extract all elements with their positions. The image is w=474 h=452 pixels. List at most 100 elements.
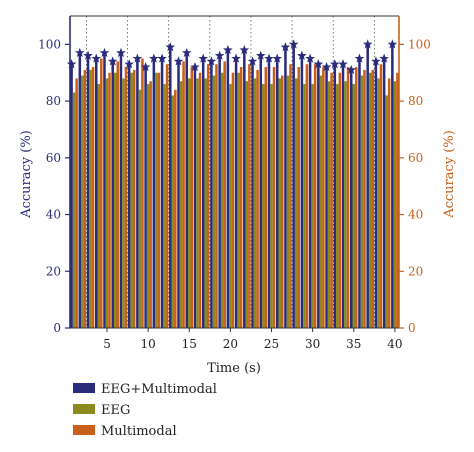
bar <box>366 44 369 328</box>
bar <box>237 72 240 329</box>
bar <box>311 84 314 328</box>
bar <box>124 67 128 329</box>
bar <box>294 78 298 329</box>
bar <box>262 84 265 328</box>
bar <box>95 58 98 328</box>
star-marker <box>280 42 291 52</box>
bar <box>382 58 386 328</box>
bar <box>344 81 347 329</box>
bar <box>229 84 232 328</box>
y-tick-label-right: 100 <box>408 37 431 51</box>
bar <box>89 69 92 329</box>
bar <box>132 69 136 329</box>
bar <box>108 72 111 329</box>
bar <box>210 61 213 329</box>
bar <box>284 47 287 328</box>
dotted-gridlines <box>86 16 375 328</box>
bar <box>78 52 82 328</box>
bar <box>374 61 378 329</box>
bar <box>160 58 164 328</box>
bar <box>391 44 394 328</box>
star-marker <box>107 56 118 66</box>
legend-swatch-eeg <box>73 404 95 414</box>
bar <box>231 72 235 329</box>
bar <box>149 81 152 329</box>
star-marker <box>272 53 283 63</box>
bar <box>363 69 366 329</box>
bar <box>157 72 161 329</box>
bar <box>113 72 117 329</box>
bar <box>358 58 361 328</box>
bar <box>169 47 172 328</box>
y-tick-label-right: 20 <box>408 264 423 278</box>
star-marker <box>206 56 217 66</box>
star-marker <box>173 56 184 66</box>
bar <box>251 61 254 329</box>
bar <box>201 58 205 328</box>
bar <box>165 64 169 328</box>
star-marker <box>329 59 340 69</box>
bar <box>256 69 259 329</box>
bar <box>289 64 292 328</box>
bar <box>368 72 372 329</box>
y-tick-label-left: 40 <box>46 208 61 222</box>
star-marker <box>116 47 126 57</box>
bar <box>91 67 95 329</box>
star-marker <box>214 50 225 60</box>
bar <box>264 67 268 329</box>
bar <box>83 69 87 329</box>
bar <box>325 67 328 329</box>
legend-label-multimodal: Multimodal <box>101 424 177 439</box>
y-tick-label-left: 20 <box>46 264 61 278</box>
bar <box>86 55 90 328</box>
x-tick-label: 40 <box>387 337 402 351</box>
bar <box>116 61 120 329</box>
bar <box>204 78 207 329</box>
y-tick-label-left: 80 <box>46 94 61 108</box>
x-tick-label: 25 <box>264 337 279 351</box>
bar <box>297 67 300 329</box>
legend-label-eeg: EEG <box>101 403 130 418</box>
bar <box>377 78 380 329</box>
star-marker <box>387 39 398 49</box>
bar <box>239 67 243 329</box>
bar <box>119 52 123 328</box>
bar <box>248 64 251 328</box>
star-marker <box>264 53 274 63</box>
bar <box>267 58 271 328</box>
bar <box>146 84 150 328</box>
bar <box>308 58 312 328</box>
bar <box>122 78 125 329</box>
bar <box>177 61 180 329</box>
bar <box>259 55 263 328</box>
star-marker <box>321 61 332 72</box>
bar <box>75 78 78 329</box>
bar <box>349 69 353 329</box>
bar <box>70 64 73 328</box>
star-marker <box>305 53 315 63</box>
star-marker <box>140 61 151 72</box>
bar <box>336 84 339 328</box>
bar <box>387 78 391 329</box>
bar <box>105 78 109 329</box>
bar <box>360 75 364 329</box>
bar <box>136 58 139 328</box>
y-tick-label-left: 60 <box>46 151 61 165</box>
x-tick-label: 15 <box>182 337 197 351</box>
bar <box>275 58 279 328</box>
bar <box>103 52 106 328</box>
x-tick-label: 10 <box>140 337 155 351</box>
bar <box>155 72 158 329</box>
x-tick-label: 30 <box>305 337 320 351</box>
star-marker <box>190 61 200 72</box>
star-marker <box>132 53 143 63</box>
star-marker <box>346 64 357 74</box>
star-marker <box>247 56 258 66</box>
bar <box>300 55 304 328</box>
star-marker <box>379 53 389 63</box>
star-marker <box>181 47 192 57</box>
bar <box>280 75 284 329</box>
x-tick-label: 20 <box>223 337 238 351</box>
bar <box>245 81 249 329</box>
